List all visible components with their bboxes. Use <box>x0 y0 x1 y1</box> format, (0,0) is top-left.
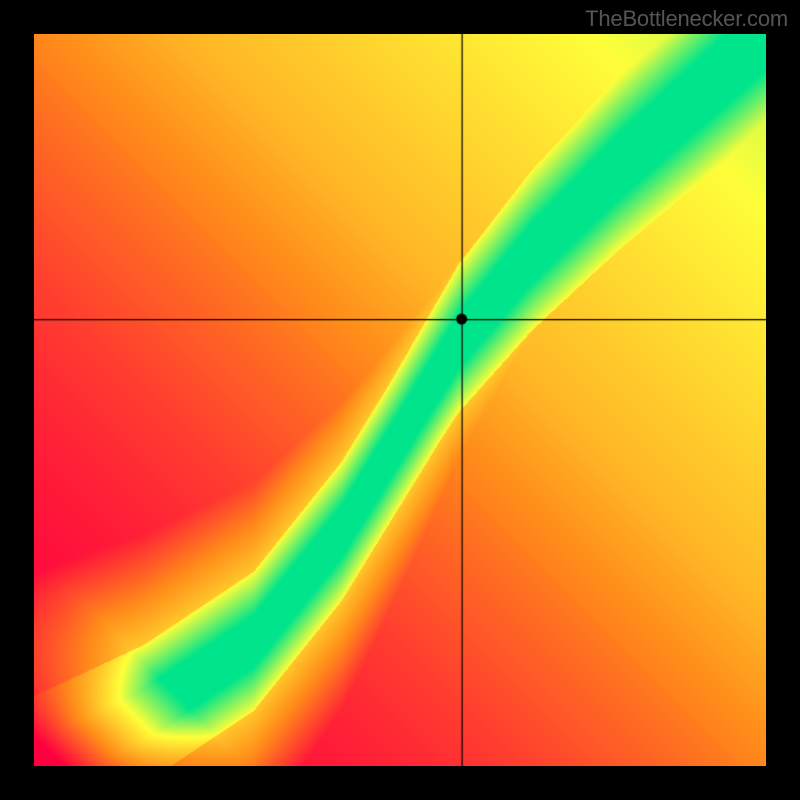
watermark-text: TheBottlenecker.com <box>585 6 788 32</box>
plot-area <box>34 34 766 766</box>
heatmap-canvas <box>34 34 766 766</box>
chart-container: TheBottlenecker.com <box>0 0 800 800</box>
